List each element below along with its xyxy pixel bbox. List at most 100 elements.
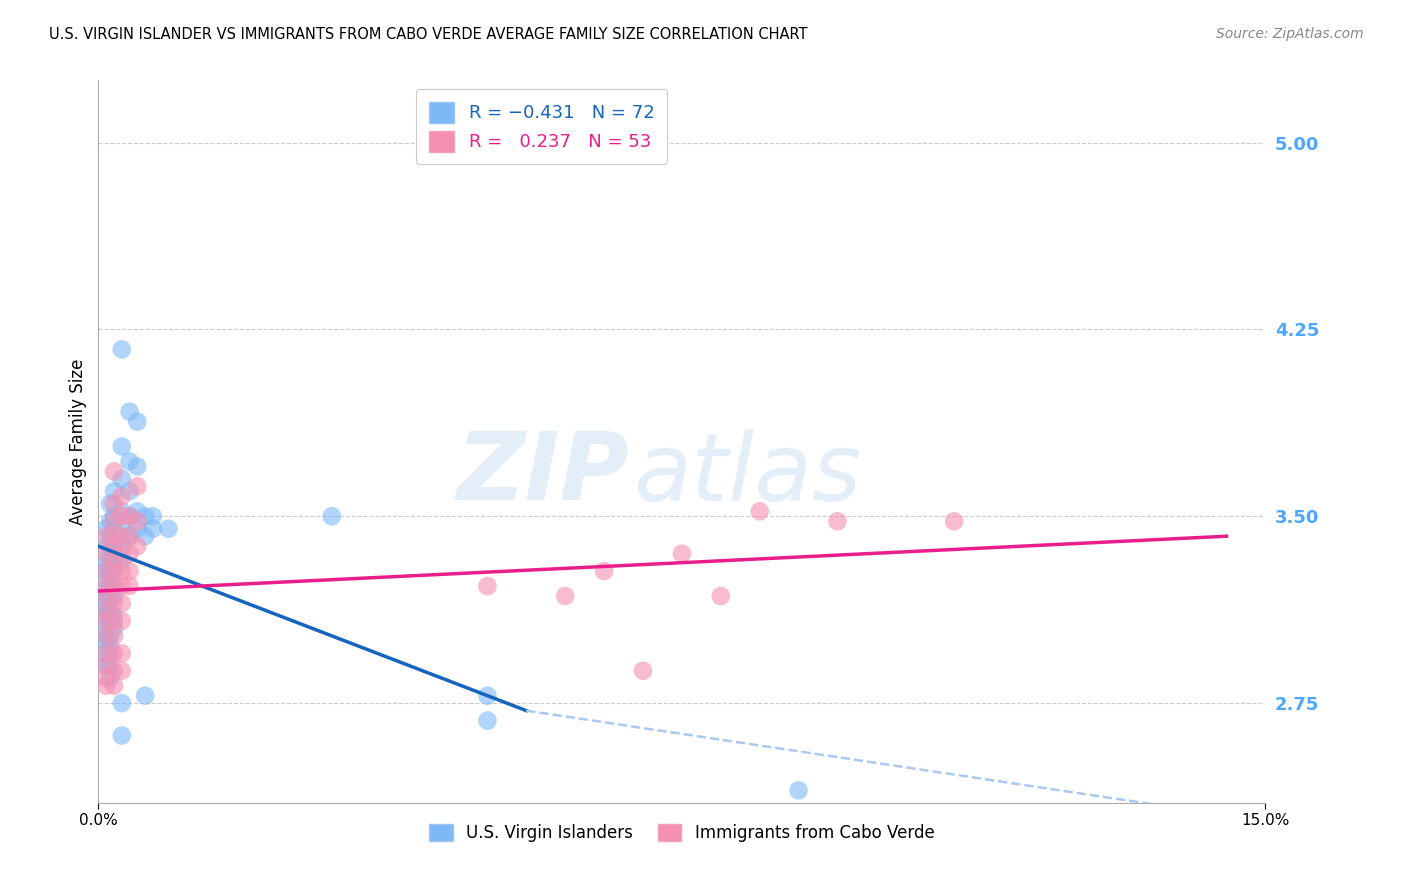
Point <box>787 783 810 797</box>
Point <box>96 564 118 578</box>
Point <box>96 589 118 603</box>
Point <box>96 621 118 635</box>
Point <box>127 459 149 474</box>
Point <box>710 589 733 603</box>
Point <box>96 579 118 593</box>
Point <box>111 522 134 536</box>
Point <box>127 514 149 528</box>
Point <box>96 522 118 536</box>
Point <box>98 671 121 685</box>
Point <box>111 597 134 611</box>
Point <box>593 564 616 578</box>
Point <box>111 489 134 503</box>
Point <box>98 658 121 673</box>
Point <box>134 689 156 703</box>
Point <box>96 572 118 586</box>
Point <box>477 689 499 703</box>
Point <box>111 504 134 518</box>
Point <box>103 497 125 511</box>
Point <box>103 629 125 643</box>
Point <box>96 629 118 643</box>
Point <box>111 440 134 454</box>
Point <box>96 646 118 660</box>
Text: atlas: atlas <box>633 428 860 519</box>
Point <box>96 564 118 578</box>
Point <box>118 579 141 593</box>
Point <box>98 629 121 643</box>
Point <box>127 415 149 429</box>
Point <box>96 629 118 643</box>
Point <box>477 579 499 593</box>
Point <box>96 604 118 618</box>
Point <box>111 614 134 628</box>
Point <box>127 504 149 518</box>
Point <box>127 522 149 536</box>
Point <box>103 579 125 593</box>
Point <box>96 614 118 628</box>
Point <box>98 497 121 511</box>
Point <box>111 696 134 710</box>
Text: ZIP: ZIP <box>457 428 630 520</box>
Legend: U.S. Virgin Islanders, Immigrants from Cabo Verde: U.S. Virgin Islanders, Immigrants from C… <box>423 817 941 848</box>
Point <box>111 729 134 743</box>
Point <box>943 514 966 528</box>
Point <box>96 604 118 618</box>
Text: U.S. VIRGIN ISLANDER VS IMMIGRANTS FROM CABO VERDE AVERAGE FAMILY SIZE CORRELATI: U.S. VIRGIN ISLANDER VS IMMIGRANTS FROM … <box>49 27 807 42</box>
Point <box>96 609 118 624</box>
Point <box>98 529 121 543</box>
Point <box>103 564 125 578</box>
Point <box>98 564 121 578</box>
Point <box>103 539 125 553</box>
Point <box>98 539 121 553</box>
Point <box>96 658 118 673</box>
Point <box>96 658 118 673</box>
Point <box>111 547 134 561</box>
Point <box>96 597 118 611</box>
Point <box>118 404 141 418</box>
Point <box>111 646 134 660</box>
Point <box>631 664 654 678</box>
Point <box>96 584 118 599</box>
Point <box>111 529 134 543</box>
Point <box>118 547 141 561</box>
Point <box>111 472 134 486</box>
Point <box>96 529 118 543</box>
Point <box>103 522 125 536</box>
Point <box>134 509 156 524</box>
Point <box>111 664 134 678</box>
Point <box>103 564 125 578</box>
Point <box>98 589 121 603</box>
Point <box>142 522 165 536</box>
Point <box>103 484 125 499</box>
Point <box>118 564 141 578</box>
Text: Source: ZipAtlas.com: Source: ZipAtlas.com <box>1216 27 1364 41</box>
Point <box>118 484 141 499</box>
Point <box>98 614 121 628</box>
Point <box>103 679 125 693</box>
Point <box>103 539 125 553</box>
Point <box>103 554 125 568</box>
Point <box>103 579 125 593</box>
Point <box>111 343 134 357</box>
Point <box>98 646 121 660</box>
Point <box>118 509 141 524</box>
Point <box>103 589 125 603</box>
Point <box>111 554 134 568</box>
Point <box>103 614 125 628</box>
Point <box>827 514 849 528</box>
Point <box>111 579 134 593</box>
Point <box>98 579 121 593</box>
Point <box>103 597 125 611</box>
Point <box>96 671 118 685</box>
Point <box>96 589 118 603</box>
Point <box>127 539 149 553</box>
Point <box>96 633 118 648</box>
Point <box>96 679 118 693</box>
Point <box>103 621 125 635</box>
Point <box>111 509 134 524</box>
Point <box>96 539 118 553</box>
Point <box>103 514 125 528</box>
Point <box>142 509 165 524</box>
Point <box>118 529 141 543</box>
Point <box>96 547 118 561</box>
